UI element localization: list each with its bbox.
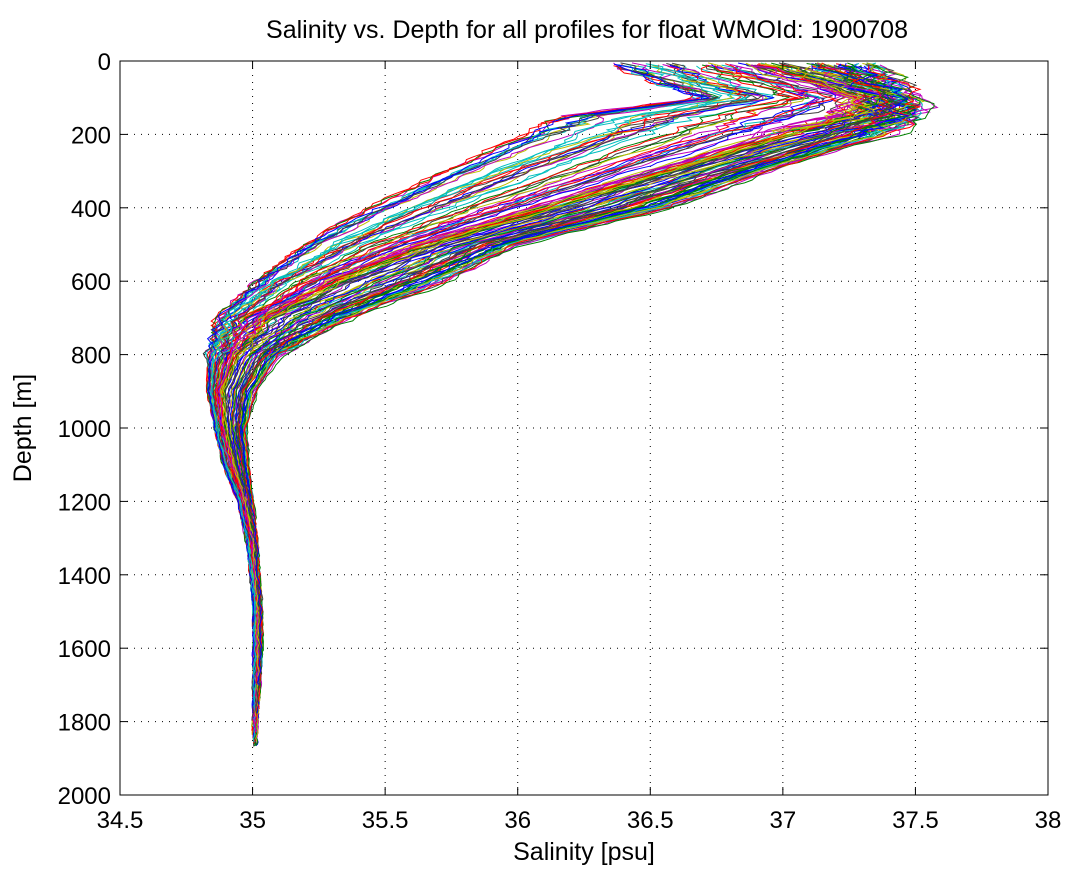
x-axis-tick-labels: 34.5 35 35.5 36 36.5 37 37.5 38 bbox=[97, 807, 1062, 834]
x-tick-label: 35 bbox=[239, 807, 266, 834]
x-tick-label: 36.5 bbox=[627, 807, 674, 834]
profile-lines bbox=[202, 62, 939, 747]
y-tick-label: 200 bbox=[71, 122, 111, 149]
x-tick-label: 37.5 bbox=[892, 807, 939, 834]
y-tick-label: 1200 bbox=[58, 489, 111, 516]
y-tick-label: 400 bbox=[71, 196, 111, 223]
x-axis-label: Salinity [psu] bbox=[513, 838, 655, 866]
y-tick-label: 1000 bbox=[58, 416, 111, 443]
y-tick-label: 1600 bbox=[58, 636, 111, 663]
y-axis-label: Depth [m] bbox=[9, 374, 37, 482]
x-tick-label: 36 bbox=[504, 807, 531, 834]
y-tick-label: 2000 bbox=[58, 783, 111, 810]
axis-ticks bbox=[119, 60, 1049, 796]
profile-line bbox=[224, 65, 877, 722]
plot-area bbox=[119, 60, 1049, 796]
chart-title: Salinity vs. Depth for all profiles for … bbox=[266, 16, 908, 44]
y-tick-label: 0 bbox=[98, 49, 111, 76]
profile-line bbox=[218, 65, 865, 733]
y-tick-label: 1800 bbox=[58, 710, 111, 737]
y-tick-label: 800 bbox=[71, 343, 111, 370]
x-tick-label: 34.5 bbox=[97, 807, 144, 834]
profile-line bbox=[206, 65, 710, 706]
y-tick-label: 1400 bbox=[58, 563, 111, 590]
profile-line bbox=[246, 65, 935, 689]
x-tick-label: 35.5 bbox=[362, 807, 409, 834]
y-tick-label: 600 bbox=[71, 269, 111, 296]
y-axis-tick-labels: 0 200 400 600 800 1000 1200 1400 1600 1800 2000 bbox=[58, 49, 111, 810]
profile-line bbox=[210, 65, 723, 727]
profile-line bbox=[222, 64, 876, 717]
profile-line bbox=[240, 65, 910, 686]
x-tick-label: 38 bbox=[1035, 807, 1062, 834]
x-tick-label: 37 bbox=[770, 807, 797, 834]
